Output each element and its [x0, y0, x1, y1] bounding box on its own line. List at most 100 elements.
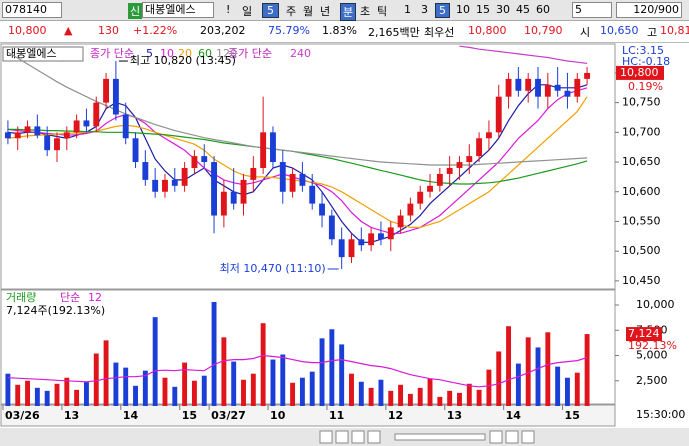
candle-body [54, 138, 60, 151]
turnover: 1.83% [322, 24, 357, 37]
volume-info: 7,124주(192.13%) [6, 304, 105, 317]
candle-body [544, 84, 551, 97]
volume-bar [398, 384, 404, 406]
ma-line [7, 84, 588, 243]
open: 10,650 [600, 24, 639, 37]
volume-bar [388, 390, 394, 406]
badge: 신 [128, 3, 143, 19]
period-button[interactable]: 초 [360, 5, 371, 18]
candle-body [368, 233, 375, 246]
candle-body [250, 167, 257, 180]
period-button[interactable]: 틱 [377, 5, 388, 18]
legend-prefix: 종가 단순 [90, 47, 134, 60]
candle-body [319, 203, 325, 216]
volume-bar [34, 387, 40, 406]
candle-body [299, 173, 306, 186]
candle-body [564, 90, 571, 97]
best-label: 최우선 [424, 26, 455, 39]
volume-bar [103, 340, 109, 406]
x-tick-label: 15 [565, 409, 580, 422]
legend-entry: 120 [216, 47, 237, 60]
amount: 2,165백만 [368, 26, 420, 39]
candle-body [574, 78, 581, 97]
volume-bar [565, 377, 570, 406]
candle-body [93, 102, 100, 127]
volume-bar [211, 301, 217, 406]
candle-body [270, 132, 276, 163]
minute-button[interactable]: 15 [476, 3, 490, 16]
volume-bar [5, 373, 11, 406]
ma-line [459, 45, 588, 64]
candle-body [417, 191, 424, 204]
period-button[interactable]: 월 [303, 5, 314, 18]
scroll-buttons[interactable] [319, 430, 535, 444]
y-tick-label: 10,600 [622, 185, 661, 198]
y-tick-label: 10,000 [636, 298, 675, 311]
volume-bar [290, 382, 296, 406]
volume-bar [407, 393, 413, 406]
candle-body [44, 135, 51, 151]
period-button[interactable]: 년 [320, 5, 331, 18]
volume-box-pct: 192.13% [628, 339, 677, 352]
y-tick-label: 2,500 [636, 374, 668, 387]
legend-prefix: 종가 단순 [228, 47, 272, 60]
candle-body [387, 227, 394, 240]
alert-button[interactable]: ! [226, 3, 231, 16]
x-tick-label: 14 [123, 409, 139, 422]
volume-bar [496, 351, 502, 406]
volume-bar [545, 332, 551, 406]
candle-body [554, 84, 561, 91]
candle-body [152, 179, 159, 192]
y-tick-label: 10,700 [622, 125, 661, 138]
period-button[interactable]: 분 [340, 3, 357, 21]
period-button[interactable]: 일 [242, 5, 253, 18]
volume-bar [270, 359, 276, 406]
minute-button[interactable]: 1 [404, 3, 411, 16]
minute-button[interactable]: 5 [435, 3, 450, 18]
price-panel [0, 43, 616, 290]
open-label: 시 [580, 26, 591, 39]
volume-bar [319, 338, 325, 406]
minute-button[interactable]: 10 [456, 3, 470, 16]
legend-entry: 60 [198, 47, 212, 60]
period-button[interactable]: 주 [286, 5, 297, 18]
minute-button[interactable]: 45 [516, 3, 530, 16]
range-input[interactable]: 120/900 [616, 2, 682, 18]
legend-entry: 20 [178, 47, 192, 60]
code-input[interactable]: 078140 [2, 2, 62, 18]
toolbar: 078140 신 대봉엘에스 ! 일 5 주 월 년 분 초 틱 1 3 5 1… [0, 0, 689, 21]
candle-body [309, 185, 316, 204]
candle-body [584, 72, 591, 79]
x-tick-label: 13 [64, 409, 79, 422]
volume-bar [584, 334, 590, 406]
candle-body [24, 126, 31, 133]
minute-button[interactable]: 60 [536, 3, 550, 16]
volume-bar [358, 381, 364, 406]
volume-bar [172, 386, 178, 406]
volume-bar [74, 389, 80, 406]
candle-body [171, 179, 178, 186]
legend-entry: 10 [160, 47, 174, 60]
end-label: 15:30:00 [636, 408, 685, 421]
ma-line [7, 87, 588, 234]
candle-body [407, 203, 414, 216]
legend-entry: 5 [146, 47, 153, 60]
minute-button[interactable]: 3 [421, 3, 428, 16]
volume-bar [250, 373, 256, 406]
y-tick-label: 10,650 [622, 155, 661, 168]
period-button[interactable]: 5 [262, 3, 279, 18]
count-select[interactable]: 5 [572, 2, 612, 18]
volume-bar [152, 317, 158, 406]
volume-bar [241, 379, 246, 406]
high-label: 고 [647, 26, 658, 39]
hc-label: HC:-0.18 [622, 55, 670, 68]
volume-bar [486, 369, 492, 406]
candle-body [83, 120, 90, 127]
minute-button[interactable]: 30 [496, 3, 510, 16]
volume-bar [574, 372, 580, 406]
candle-body [201, 156, 208, 163]
volume-bar [349, 373, 354, 406]
volume-box [626, 327, 662, 342]
volume-bar [231, 361, 237, 406]
